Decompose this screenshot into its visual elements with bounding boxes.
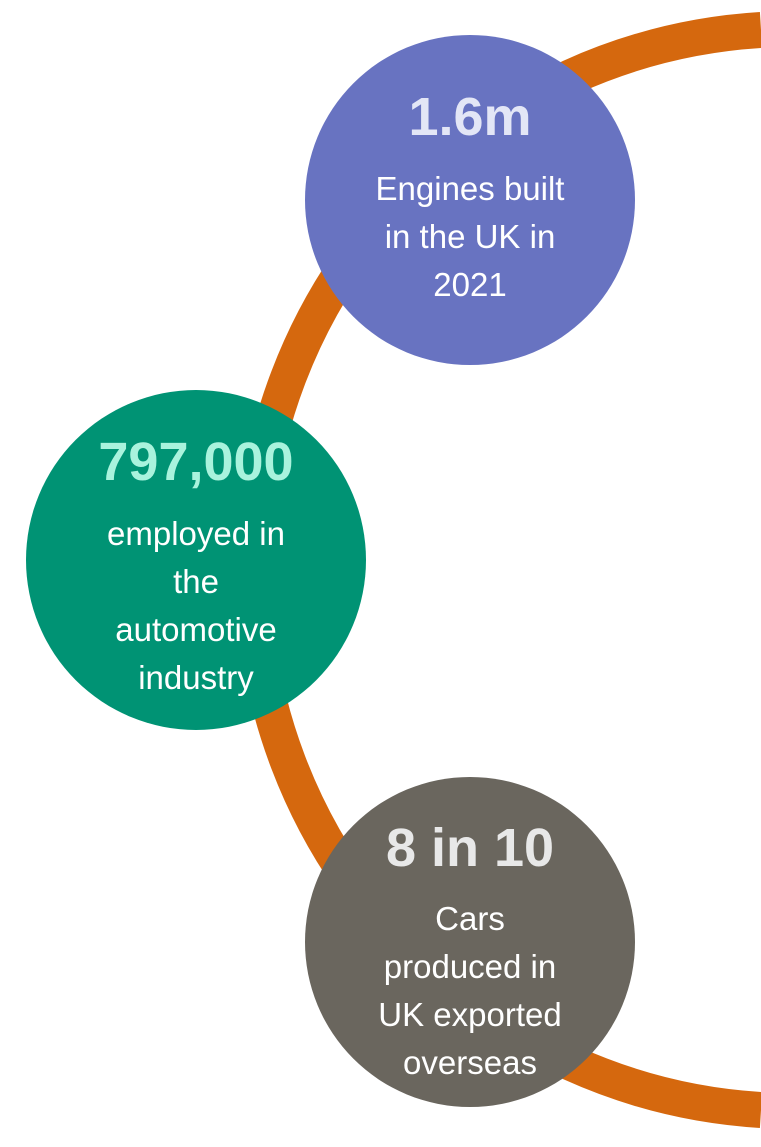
description-line: UK exported bbox=[378, 996, 561, 1033]
description-line: Engines built bbox=[376, 170, 565, 207]
circle-employment bbox=[26, 390, 366, 730]
description-line: overseas bbox=[403, 1044, 537, 1081]
headline: 797,000 bbox=[98, 432, 293, 492]
description-line: produced in bbox=[384, 948, 556, 985]
description-line: employed in bbox=[107, 515, 285, 552]
headline: 8 in 10 bbox=[386, 818, 554, 878]
description-line: automotive bbox=[115, 611, 276, 648]
description-line: the bbox=[173, 563, 219, 600]
texts: 1.6m Engines built in the UK in 2021 797,000… bbox=[98, 87, 564, 1081]
headline: 1.6m bbox=[408, 87, 531, 147]
description-line: 2021 bbox=[433, 266, 506, 303]
circle-exports bbox=[305, 777, 635, 1107]
circle-engines bbox=[305, 35, 635, 365]
description-line: Cars bbox=[435, 900, 505, 937]
description-line: industry bbox=[138, 659, 254, 696]
description-line: in the UK in bbox=[385, 218, 556, 255]
